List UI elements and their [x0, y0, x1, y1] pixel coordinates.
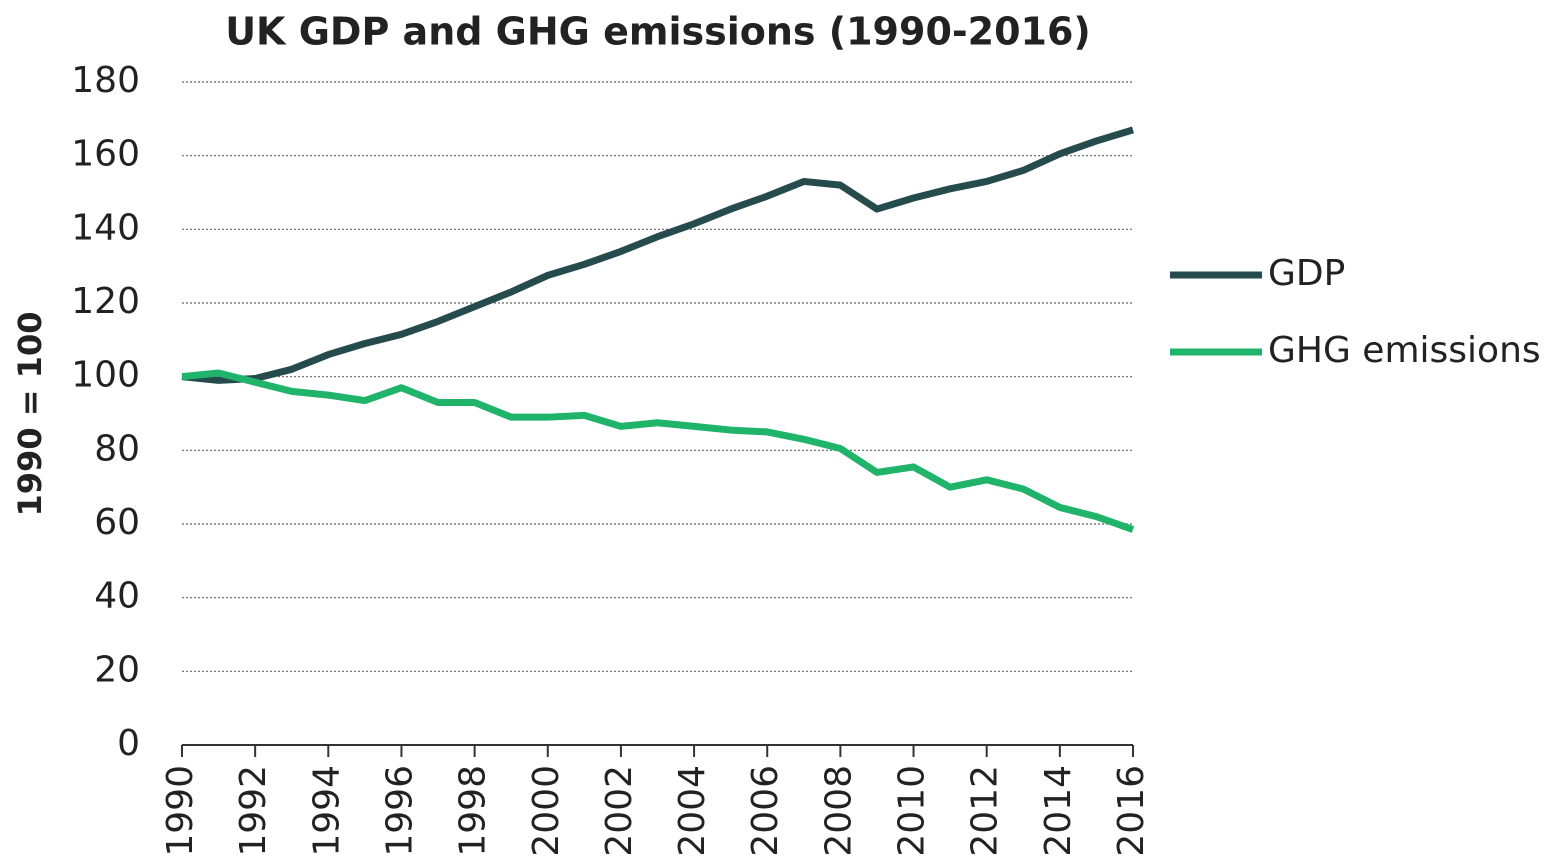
x-tick-label: 2014 — [1038, 765, 1079, 857]
y-tick-label: 60 — [94, 502, 140, 543]
legend-label: GDP — [1268, 253, 1345, 294]
x-tick-label: 2002 — [599, 765, 640, 857]
y-tick-label: 160 — [71, 134, 140, 175]
legend-label: GHG emissions — [1268, 330, 1541, 371]
y-tick-label: 180 — [71, 60, 140, 101]
x-tick-label: 2016 — [1111, 765, 1152, 857]
y-tick-label: 100 — [71, 355, 140, 396]
y-axis-label: 1990 = 100 — [11, 312, 49, 517]
x-tick-label: 2006 — [745, 765, 786, 857]
x-tick-label: 1990 — [160, 765, 201, 857]
x-tick-label: 2012 — [965, 765, 1006, 857]
x-tick-label: 2008 — [818, 765, 859, 857]
x-tick-label: 2000 — [526, 765, 567, 857]
data-line — [181, 126, 1135, 384]
x-tick-label: 1992 — [233, 765, 274, 857]
chart-title: UK GDP and GHG emissions (1990-2016) — [225, 10, 1091, 54]
x-tick-label: 2004 — [672, 765, 713, 857]
data-line — [181, 369, 1135, 533]
x-tick-label: 1998 — [453, 765, 494, 857]
y-tick-label: 40 — [94, 576, 140, 617]
y-tick-label: 20 — [94, 649, 140, 690]
x-tick-label: 2010 — [892, 765, 933, 857]
y-tick-label: 140 — [71, 207, 140, 248]
y-tick-label: 80 — [94, 428, 140, 469]
y-tick-label: 0 — [117, 723, 140, 764]
y-tick-label: 120 — [71, 281, 140, 322]
x-tick-label: 1996 — [379, 765, 420, 857]
x-tick-label: 1994 — [306, 765, 347, 857]
